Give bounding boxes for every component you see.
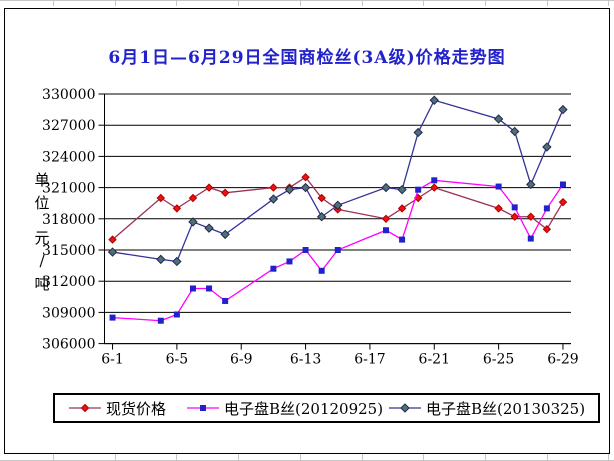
worksheet-column-tick xyxy=(485,0,486,6)
worksheet-column-tick xyxy=(176,0,177,6)
worksheet-column-tick xyxy=(115,0,116,6)
worksheet-column-tick xyxy=(608,454,609,460)
y-tick-label: 327000 xyxy=(42,118,95,134)
x-tick-label: 6-29 xyxy=(547,352,578,368)
worksheet-column-tick xyxy=(362,0,363,6)
y-axis-title-char: / xyxy=(39,252,45,270)
worksheet-column-tick xyxy=(423,454,424,460)
worksheet-bottom-strip xyxy=(0,454,614,461)
y-tick-label: 318000 xyxy=(42,212,95,228)
legend-marker-diamond-icon xyxy=(69,403,101,413)
worksheet-column-tick xyxy=(53,454,54,460)
worksheet-column-tick xyxy=(300,0,301,6)
y-axis: 330000 327000 324000 321000 318000 315000 3120… xyxy=(42,87,105,353)
series-0 xyxy=(108,172,568,244)
worksheet-top-strip xyxy=(0,0,614,7)
y-axis-title-char: 单 xyxy=(34,171,50,189)
worksheet-column-tick xyxy=(53,0,54,6)
y-axis-title-char: 位 xyxy=(34,194,50,212)
worksheet-column-tick xyxy=(238,0,239,6)
x-tick-label: 6-9 xyxy=(230,352,253,368)
x-tick-label: 6-13 xyxy=(290,352,321,368)
legend-label: 现货价格 xyxy=(106,399,167,418)
y-axis-title-char: 元 xyxy=(34,229,50,247)
series-1 xyxy=(109,177,566,324)
worksheet-column-tick xyxy=(423,0,424,6)
worksheet-column-tick xyxy=(115,454,116,460)
chart-legend: 现货价格 电子盘B丝(20120925) 电子盘B丝(20130325) xyxy=(53,393,600,423)
legend-label: 电子盘B丝(20120925) xyxy=(224,399,384,418)
y-tick-label: 306000 xyxy=(42,337,95,353)
legend-label: 电子盘B丝(20130325) xyxy=(426,399,586,418)
y-tick-label: 315000 xyxy=(42,243,95,259)
chart-title: 6月1日—6月29日全国商检丝(3A级)价格走势图 xyxy=(108,48,506,68)
legend-entry: 电子盘B丝(20120925) xyxy=(187,395,383,421)
x-axis: 6-1 6-5 6-9 6-13 6-17 6-21 6-25 6-29 xyxy=(101,343,579,368)
y-tick-label: 330000 xyxy=(42,87,95,103)
worksheet-column-tick xyxy=(547,0,548,6)
x-tick-label: 6-25 xyxy=(483,352,514,368)
x-tick-label: 6-5 xyxy=(166,352,189,368)
worksheet-gridline xyxy=(0,0,614,1)
worksheet-column-tick xyxy=(547,454,548,460)
worksheet-column-tick xyxy=(176,454,177,460)
y-tick-label: 321000 xyxy=(42,181,95,197)
x-tick-label: 6-1 xyxy=(101,352,124,368)
legend-marker-diamond-icon xyxy=(389,403,421,413)
y-tick-label: 312000 xyxy=(42,274,95,290)
worksheet-column-tick xyxy=(608,0,609,6)
legend-entry: 电子盘B丝(20130325) xyxy=(389,395,585,421)
y-axis-title: 单位元 / 吨 xyxy=(31,169,53,296)
y-tick-label: 309000 xyxy=(42,305,95,321)
gridlines xyxy=(104,93,571,345)
x-tick-label: 6-17 xyxy=(354,352,385,368)
x-tick-label: 6-21 xyxy=(419,352,450,368)
worksheet-column-tick xyxy=(238,454,239,460)
worksheet-column-tick xyxy=(362,454,363,460)
chart-object-frame: 6月1日—6月29日全国商检丝(3A级)价格走势图 单位元 / 吨 330000 32… xyxy=(4,8,610,454)
legend-entry: 现货价格 xyxy=(69,395,166,421)
worksheet-column-tick xyxy=(300,454,301,460)
worksheet-column-tick xyxy=(485,454,486,460)
price-trend-plot-area: 330000 327000 324000 321000 318000 315000 3120… xyxy=(42,87,579,368)
y-tick-label: 324000 xyxy=(42,149,95,165)
series-2 xyxy=(107,95,568,267)
legend-marker-square-icon xyxy=(187,405,219,411)
y-axis-title-char: 吨 xyxy=(34,275,50,293)
